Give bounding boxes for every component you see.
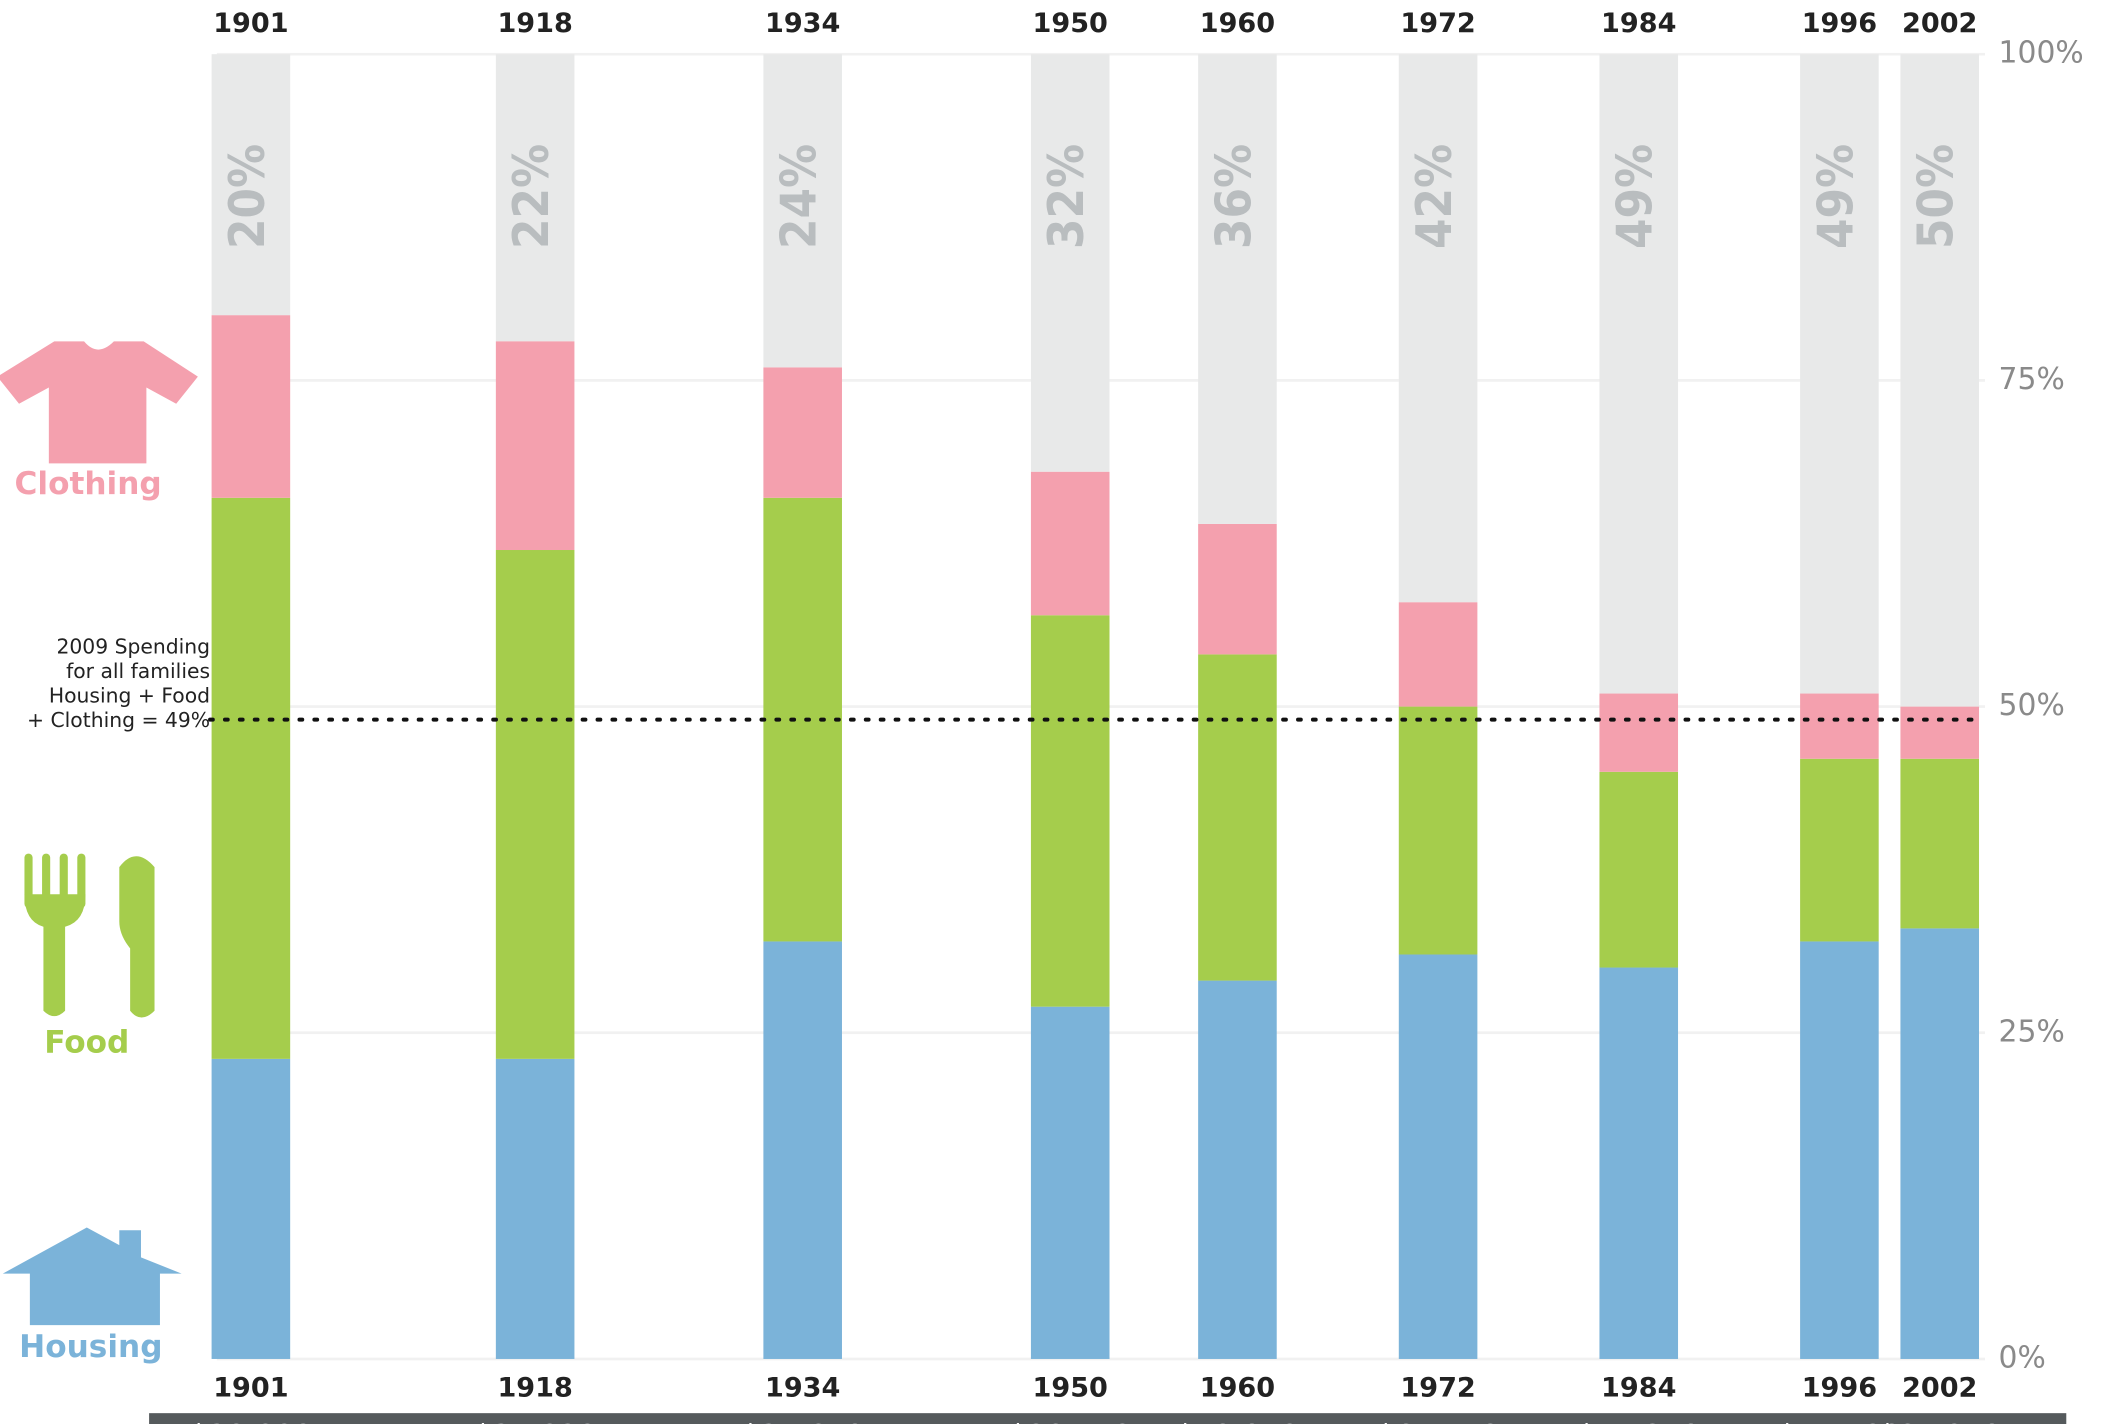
bar-segment — [495, 550, 575, 1059]
bar-segment — [1800, 941, 1879, 1359]
bar-segment — [1030, 615, 1110, 1007]
x-tick-label: 1918 — [497, 8, 572, 39]
x-tick-label: 1960 — [1200, 1372, 1275, 1403]
x-tick-label: 1996 — [1802, 1372, 1877, 1403]
x-tick-label: 1918 — [497, 1372, 572, 1403]
annotation: 2009 Spending — [56, 635, 210, 659]
y-tick-label: 0% — [1999, 1340, 2046, 1375]
bar-segment — [1599, 771, 1679, 968]
bar-segment — [763, 54, 842, 368]
bar-segment — [211, 1058, 291, 1359]
data-label: 20% — [219, 144, 276, 249]
y-tick-label: 75% — [1999, 362, 2065, 397]
bar-segment — [763, 941, 842, 1359]
income-label: $55,780 — [1778, 1420, 1901, 1424]
bar-segment — [1398, 954, 1478, 1359]
annotation: Housing + Food — [49, 683, 210, 707]
x-tick-label: 1934 — [765, 8, 840, 39]
income-label: $61,840 — [1878, 1420, 2001, 1424]
x-tick-label: 2002 — [1902, 8, 1977, 39]
bar-segment — [1599, 967, 1679, 1359]
bar-segment — [495, 54, 575, 342]
x-tick-label: 1901 — [213, 1372, 288, 1403]
housing-icon — [2, 1227, 182, 1326]
income-label: $25,640 — [741, 1420, 864, 1424]
data-label: 36% — [1205, 144, 1262, 249]
x-tick-label: 1950 — [1033, 8, 1108, 39]
income-strip — [149, 1413, 2067, 1424]
legend-label: Clothing — [15, 466, 162, 502]
x-tick-label: 1934 — [765, 1372, 840, 1403]
income-label: $25,830 — [473, 1420, 596, 1424]
bar-segment — [763, 367, 842, 498]
x-tick-label: 1960 — [1200, 8, 1275, 39]
annotation: + Clothing = 49% — [27, 708, 210, 732]
data-label: 50% — [1908, 144, 1965, 249]
food-icon — [24, 853, 155, 1018]
data-label: 49% — [1607, 144, 1664, 249]
data-label: 24% — [771, 144, 828, 249]
data-label: 32% — [1038, 144, 1095, 249]
legend-label: Housing — [19, 1329, 162, 1365]
income-label: $51,370 — [1577, 1420, 1700, 1424]
income-label: $20,080 — [189, 1420, 312, 1424]
bar-segment — [1198, 654, 1277, 981]
y-tick-label: 25% — [1999, 1014, 2065, 1049]
bar-segment — [1900, 758, 1980, 929]
bar-segment — [211, 54, 291, 316]
data-label: 42% — [1406, 144, 1463, 249]
bar-segment — [1198, 54, 1277, 524]
y-tick-label: 100% — [1999, 36, 2084, 71]
legend — [0, 341, 198, 1326]
x-tick-label: 1984 — [1601, 1372, 1676, 1403]
bar-segment — [211, 497, 291, 1059]
x-tick-label: 2002 — [1902, 1372, 1977, 1403]
income-label: $50,040 — [1176, 1420, 1299, 1424]
bar-segment — [1398, 54, 1478, 603]
x-tick-label: 1950 — [1033, 1372, 1108, 1403]
legend-label: Food — [44, 1024, 129, 1060]
x-tick-label: 1972 — [1400, 1372, 1475, 1403]
data-label: 22% — [503, 144, 560, 249]
data-label: 49% — [1807, 144, 1864, 249]
bar-segment — [495, 1058, 575, 1359]
annotation: for all families — [66, 659, 210, 683]
bar-segment — [1599, 54, 1679, 694]
bar-segment — [1900, 706, 1980, 759]
bar-segment — [1398, 602, 1478, 707]
bar-segment — [211, 315, 291, 498]
x-tick-label: 1984 — [1601, 8, 1676, 39]
x-tick-label: 1996 — [1802, 8, 1877, 39]
income-label: $38,740 — [1009, 1420, 1132, 1424]
bar-segment — [1030, 471, 1110, 616]
bar-segment — [1198, 523, 1277, 655]
bar-segment — [1398, 706, 1478, 955]
bar-segment — [1900, 54, 1980, 707]
y-tick-label: 50% — [1999, 688, 2065, 723]
bar-segment — [1800, 758, 1879, 942]
x-tick-label: 1972 — [1400, 8, 1475, 39]
clothing-icon — [0, 341, 198, 464]
bar-segment — [1198, 980, 1277, 1359]
bar-segment — [1599, 693, 1679, 772]
bar-segment — [1800, 54, 1879, 694]
bar-segment — [1900, 928, 1980, 1359]
x-tick-label: 1901 — [213, 8, 288, 39]
bar-segment — [1800, 693, 1879, 759]
bar-segment — [1030, 1006, 1110, 1359]
bar-segment — [495, 341, 575, 551]
bar-segment — [1030, 54, 1110, 472]
income-label: $61,470 — [1376, 1420, 1499, 1424]
